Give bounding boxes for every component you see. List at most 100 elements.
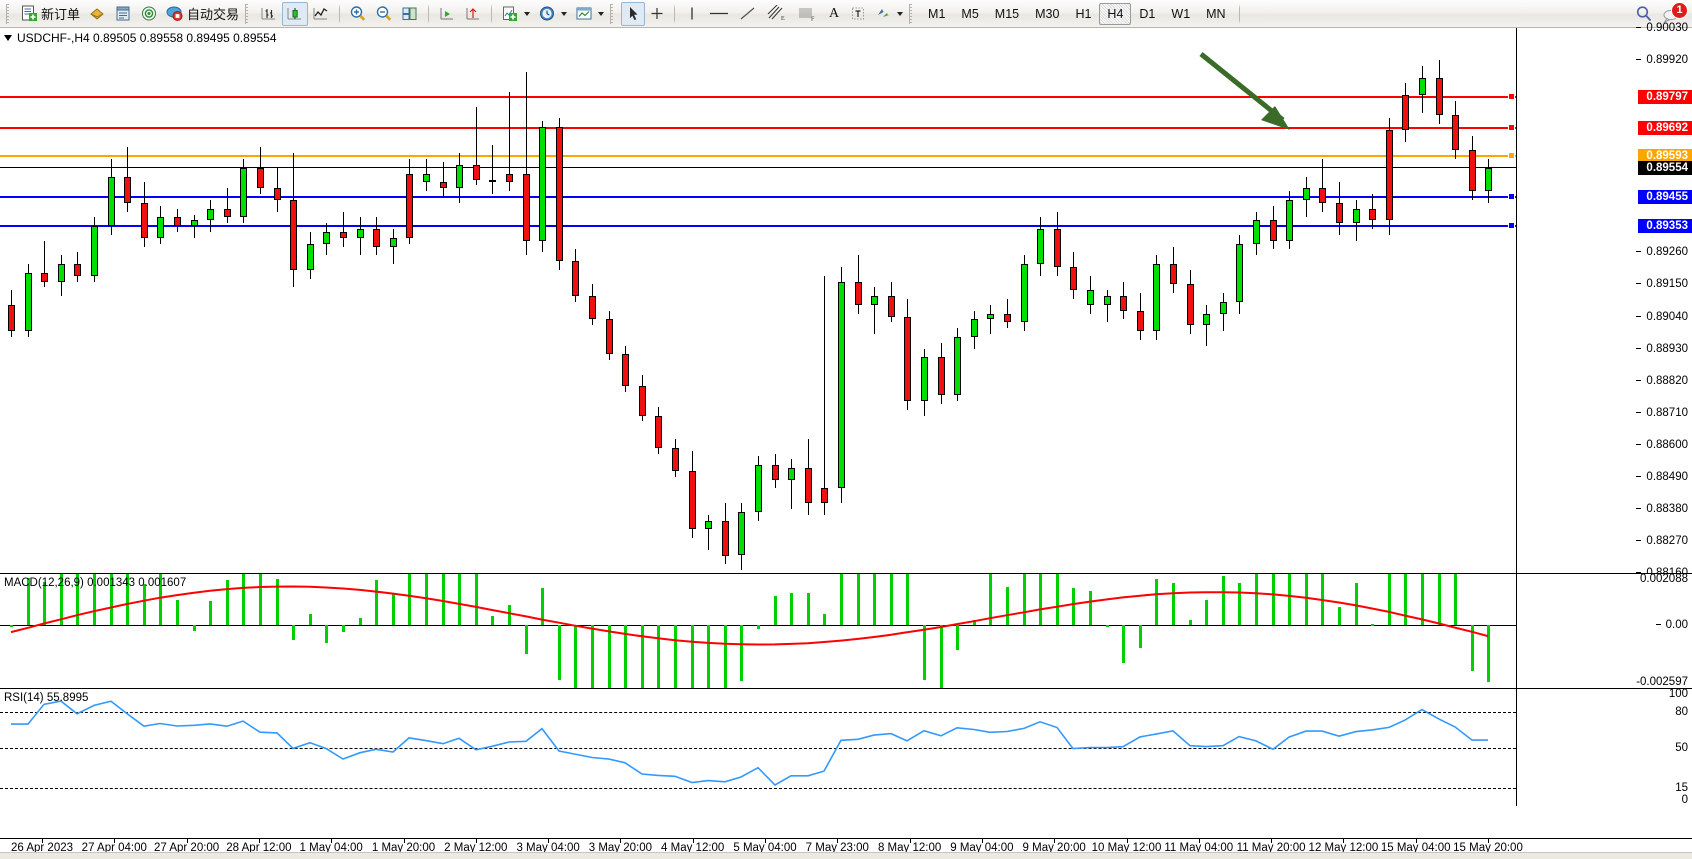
arrows-icon [878, 9, 891, 17]
toolbar-grip[interactable] [6, 3, 13, 24]
timeframe-button-mn[interactable]: MN [1206, 6, 1226, 21]
price-tag-pivot[interactable]: 0.89593 [1638, 149, 1692, 164]
macd-plot-area[interactable] [0, 574, 1516, 688]
new-order-button[interactable]: 新订单 [17, 2, 84, 26]
candle-body [1469, 150, 1476, 192]
price-line-support[interactable] [0, 225, 1516, 228]
rsi-panel[interactable]: RSI(14) 55.8995 100 80 50 15 0 [0, 688, 1692, 806]
price-panel[interactable]: USDCHF-,H4 0.89505 0.89558 0.89495 0.895… [0, 22, 1692, 579]
vertical-line-icon [691, 7, 693, 20]
equidistant-channel-button[interactable]: E [762, 2, 792, 26]
data-window-button[interactable] [110, 2, 136, 26]
auto-scroll-button[interactable] [460, 2, 486, 26]
price-line-handle[interactable] [1508, 123, 1515, 131]
arrows-button[interactable] [870, 2, 907, 26]
candle-wick [343, 211, 344, 247]
tile-windows-button[interactable] [397, 2, 423, 26]
timeframe-button-m30[interactable]: M30 [1035, 6, 1060, 21]
add-indicator-button[interactable] [497, 2, 534, 26]
price-line-resistance[interactable] [0, 95, 1516, 98]
price-tick: 0.89040 [1636, 310, 1688, 323]
text-tool-button[interactable]: A [822, 2, 846, 26]
vertical-line-button[interactable] [680, 2, 704, 26]
price-line-handle[interactable] [1508, 222, 1515, 230]
autotrading-button[interactable]: 自动交易 [162, 2, 243, 26]
candle-body [1419, 77, 1426, 96]
price-line-resistance[interactable] [0, 126, 1516, 129]
fibonacci-button[interactable]: F [792, 2, 822, 26]
timeframe-button-m1[interactable]: M1 [928, 6, 946, 21]
bar-chart-button[interactable] [256, 2, 282, 26]
timeframe-button-d1[interactable]: D1 [1139, 6, 1156, 21]
templates-button[interactable] [571, 2, 608, 26]
macd-histogram-bar [541, 587, 544, 625]
macd-histogram-bar [93, 574, 96, 625]
toolbar-grip-2[interactable] [245, 3, 253, 24]
price-tag-resistance[interactable]: 0.89692 [1638, 120, 1692, 135]
price-tag-last-price[interactable]: 0.89554 [1638, 160, 1692, 175]
line-chart-button[interactable] [308, 2, 334, 26]
cursor-tool-button[interactable] [621, 1, 646, 26]
candle-body [1187, 284, 1194, 326]
price-line-pivot[interactable] [0, 155, 1516, 158]
chevron-down-icon-3[interactable] [598, 11, 605, 16]
candle-wick [509, 92, 510, 192]
chevron-down-icon[interactable] [524, 11, 531, 16]
toolbar-grip-3[interactable] [610, 3, 618, 24]
price-axis[interactable]: 0.90030 0.89920 0.89260 0.89150 0.89040 0.889… [1516, 22, 1692, 579]
candlestick-chart-icon [287, 8, 302, 20]
price-tag-resistance[interactable]: 0.89797 [1638, 89, 1692, 104]
price-line-last-price[interactable] [0, 166, 1516, 168]
timeframe-button-h4[interactable]: H4 [1099, 2, 1132, 25]
time-tick-mark [1198, 839, 1200, 843]
search-button[interactable] [1630, 2, 1658, 26]
period-button[interactable] [534, 2, 571, 26]
candle-wick [476, 106, 477, 186]
chevron-down-icon-4[interactable] [897, 11, 904, 16]
macd-panel[interactable]: MACD(12,26,9) 0.001343 0.001607 0.002088… [0, 573, 1692, 688]
price-line-handle[interactable] [1508, 192, 1515, 200]
expert-advisors-button[interactable] [84, 2, 110, 26]
macd-histogram-bar [1238, 582, 1241, 625]
macd-axis[interactable]: 0.002088 0.00 -0.002597 [1516, 573, 1692, 688]
timeframe-button-m15[interactable]: M15 [994, 6, 1020, 21]
symbol-header[interactable]: USDCHF-,H4 0.89505 0.89558 0.89495 0.895… [4, 31, 277, 45]
price-plot-area[interactable] [0, 28, 1516, 573]
notifications-button[interactable]: 1 [1658, 1, 1688, 26]
rsi-plot-area[interactable] [0, 689, 1516, 806]
macd-histogram-bar [491, 616, 494, 625]
down-arrow-annotation[interactable] [1195, 48, 1315, 138]
candlestick-chart-button[interactable] [282, 1, 309, 26]
horizontal-line-button[interactable] [704, 2, 734, 26]
crosshair-tool-button[interactable] [645, 2, 669, 26]
candle-body [689, 470, 696, 530]
toolbar-grip-4[interactable] [909, 3, 917, 24]
search-icon [1636, 5, 1652, 21]
timeframe-button-w1[interactable]: W1 [1171, 6, 1191, 21]
timeframe-button-m5[interactable]: M5 [961, 6, 979, 21]
timeframe-button-h1[interactable]: H1 [1075, 6, 1092, 21]
rsi-axis[interactable]: 100 80 50 15 0 [1516, 688, 1692, 806]
macd-histogram-bar [475, 574, 478, 625]
time-tick-label: 15 May 20:00 [1453, 842, 1523, 854]
macd-histogram-bar [1222, 575, 1225, 625]
zoom-in-button[interactable] [345, 2, 371, 26]
toolbar-separator-5 [1238, 3, 1240, 24]
chevron-down-icon-2[interactable] [561, 11, 568, 16]
shift-end-button[interactable] [434, 2, 460, 26]
collapse-caret-icon[interactable] [4, 35, 12, 41]
price-line-handle[interactable] [1508, 152, 1515, 160]
macd-header-text: MACD(12,26,9) 0.001343 0.001607 [4, 577, 187, 589]
text-label-button[interactable] [846, 2, 870, 26]
price-tag-support[interactable]: 0.89353 [1638, 219, 1692, 234]
price-tag-support[interactable]: 0.89455 [1638, 189, 1692, 204]
macd-histogram-bar [10, 624, 13, 627]
price-line-support[interactable] [0, 195, 1516, 198]
navigator-button[interactable] [136, 2, 162, 26]
price-line-handle[interactable] [1508, 92, 1515, 100]
trendline-button[interactable] [734, 2, 762, 26]
price-tick: 0.89920 [1636, 54, 1688, 67]
chart-workspace[interactable]: USDCHF-,H4 0.89505 0.89558 0.89495 0.895… [0, 22, 1692, 838]
macd-histogram-bar [375, 579, 378, 625]
zoom-out-button[interactable] [371, 2, 397, 26]
